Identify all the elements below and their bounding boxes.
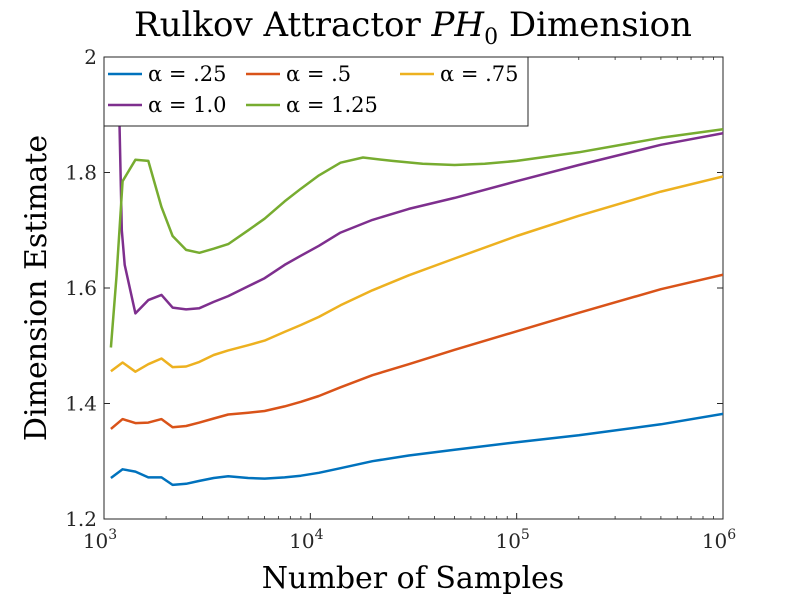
chart-title: Rulkov Attractor PH0 Dimension (134, 5, 692, 50)
series-line-5 (109, 127, 723, 348)
series-line-1 (110, 412, 723, 487)
legend: α = .25 α = .5 α = .75 α = 1.0 α = 1.25 (103, 56, 529, 127)
legend-label-3: α = .75 (440, 62, 519, 86)
legend-label-2: α = .5 (286, 62, 351, 86)
y-tick-label: 1.2 (65, 507, 97, 531)
y-tick-label: 1.8 (65, 161, 97, 185)
x-tick-label: 106 (702, 527, 736, 553)
legend-label-5: α = 1.25 (286, 93, 378, 117)
y-tick-label: 1.6 (65, 276, 97, 300)
axis-ticks: 103 104 105 106 1.2 1.4 1.6 1.8 2 (65, 45, 736, 553)
series-lines (109, 91, 723, 487)
x-axis-label: Number of Samples (262, 561, 564, 596)
x-tick-label: 103 (83, 527, 117, 553)
x-tick-label: 104 (289, 527, 323, 553)
legend-box (103, 56, 529, 127)
y-tick-label: 1.4 (65, 392, 97, 416)
y-axis-label: Dimension Estimate (19, 135, 54, 441)
plot-area (103, 56, 724, 520)
series-line-3 (110, 175, 723, 373)
legend-items: α = .25 α = .5 α = .75 α = 1.0 α = 1.25 (108, 62, 519, 117)
y-tick-label: 2 (84, 45, 97, 69)
x-tick-label: 105 (495, 527, 529, 553)
series-line-2 (110, 273, 723, 430)
legend-label-1: α = .25 (148, 62, 227, 86)
legend-label-4: α = 1.0 (148, 93, 227, 117)
series-line-4 (117, 91, 723, 315)
